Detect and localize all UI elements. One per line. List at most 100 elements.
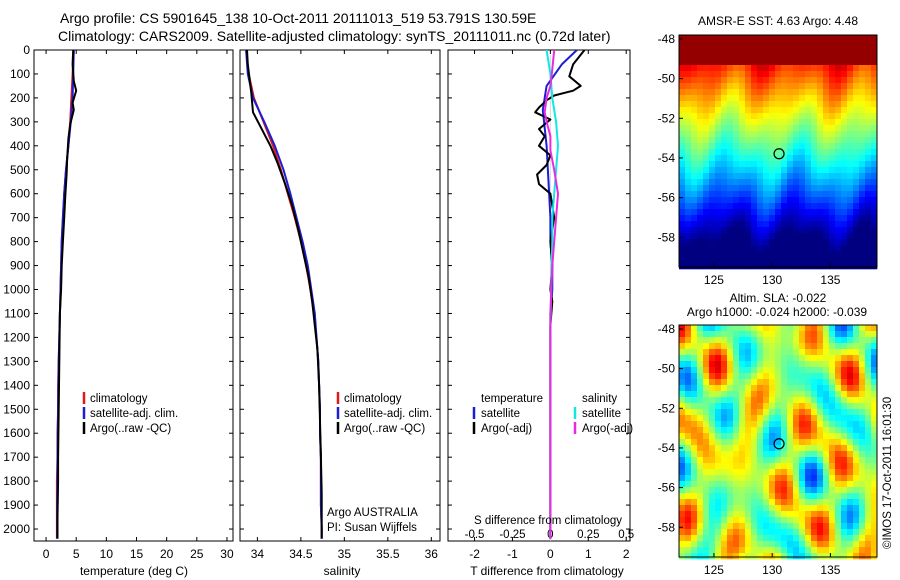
s-tick-label: -0.5 xyxy=(465,529,485,541)
map-cell xyxy=(787,367,794,374)
map-cell xyxy=(685,251,692,258)
map-cell xyxy=(793,475,800,482)
map-cell xyxy=(733,251,740,258)
map-cell xyxy=(697,245,704,252)
map-cell xyxy=(835,445,842,452)
map-cell xyxy=(817,59,824,66)
map-cell xyxy=(799,439,806,446)
map-cell xyxy=(721,65,728,72)
map-cell xyxy=(835,101,842,108)
map-cell xyxy=(721,215,728,222)
map-cell xyxy=(859,197,866,204)
map-cell xyxy=(817,391,824,398)
map-cell xyxy=(751,463,758,470)
map-cell xyxy=(787,523,794,530)
map-cell xyxy=(697,167,704,174)
map-cell xyxy=(775,113,782,120)
map-cell xyxy=(763,221,770,228)
map-cell xyxy=(727,481,734,488)
map-cell xyxy=(763,35,770,42)
map-cell xyxy=(751,245,758,252)
map-cell xyxy=(793,239,800,246)
map-cell xyxy=(769,233,776,240)
map-cell xyxy=(775,505,782,512)
map-cell xyxy=(733,173,740,180)
map-cell xyxy=(871,119,878,126)
map-cell xyxy=(799,385,806,392)
map-cell xyxy=(739,47,746,54)
map-cell xyxy=(697,161,704,168)
map-cell xyxy=(817,421,824,428)
map-cell xyxy=(805,367,812,374)
map-cell xyxy=(745,173,752,180)
map-cell xyxy=(817,101,824,108)
map-cell xyxy=(679,469,686,476)
map-cell xyxy=(841,451,848,458)
map-cell xyxy=(781,397,788,404)
map-cell xyxy=(823,433,830,440)
map-cell xyxy=(685,257,692,264)
map-cell xyxy=(703,343,710,350)
map-cell xyxy=(715,35,722,42)
map-cell xyxy=(781,65,788,72)
map-cell xyxy=(781,263,788,270)
map-cell xyxy=(835,397,842,404)
map-cell xyxy=(685,263,692,270)
map-cell xyxy=(859,367,866,374)
map-cell xyxy=(835,233,842,240)
map-cell xyxy=(733,35,740,42)
map-cell xyxy=(817,191,824,198)
map-cell xyxy=(859,517,866,524)
map-cell xyxy=(805,379,812,386)
map-cell xyxy=(685,239,692,246)
map-cell xyxy=(853,83,860,90)
map-cell xyxy=(817,41,824,48)
map-cell xyxy=(739,95,746,102)
map-cell xyxy=(859,113,866,120)
map-cell xyxy=(685,119,692,126)
map-cell xyxy=(685,113,692,120)
map-cell xyxy=(739,203,746,210)
map-cell xyxy=(763,101,770,108)
map-cell xyxy=(847,35,854,42)
x-tick-label: -2 xyxy=(469,547,480,561)
map-cell xyxy=(823,173,830,180)
map-cell xyxy=(721,397,728,404)
map-cell xyxy=(721,403,728,410)
map-cell xyxy=(781,481,788,488)
map-cell xyxy=(847,505,854,512)
map-cell xyxy=(745,221,752,228)
map-cell xyxy=(727,409,734,416)
map-cell xyxy=(697,361,704,368)
map-cell xyxy=(709,379,716,386)
map-cell xyxy=(685,445,692,452)
map-cell xyxy=(835,209,842,216)
map-cell xyxy=(751,499,758,506)
map-cell xyxy=(715,209,722,216)
map-cell xyxy=(853,101,860,108)
map-cell xyxy=(805,499,812,506)
map-cell xyxy=(697,487,704,494)
map-cell xyxy=(685,245,692,252)
map-cell xyxy=(781,463,788,470)
map-cell xyxy=(727,331,734,338)
map-cell xyxy=(697,451,704,458)
map-cell xyxy=(727,41,734,48)
map-cell xyxy=(799,167,806,174)
map-cell xyxy=(733,113,740,120)
map-cell xyxy=(763,47,770,54)
map-cell xyxy=(751,451,758,458)
map-cell xyxy=(679,233,686,240)
map-cell xyxy=(697,469,704,476)
map-cell xyxy=(733,239,740,246)
map-cell xyxy=(733,65,740,72)
map-cell xyxy=(847,257,854,264)
depth-axis: 0100200300400500600700800900100011001200… xyxy=(3,43,630,536)
map-cell xyxy=(787,65,794,72)
map-cell xyxy=(799,149,806,156)
map-cell xyxy=(865,77,872,84)
map-cell xyxy=(859,89,866,96)
map-cell xyxy=(871,469,878,476)
map-cell xyxy=(817,197,824,204)
map-cell xyxy=(781,173,788,180)
